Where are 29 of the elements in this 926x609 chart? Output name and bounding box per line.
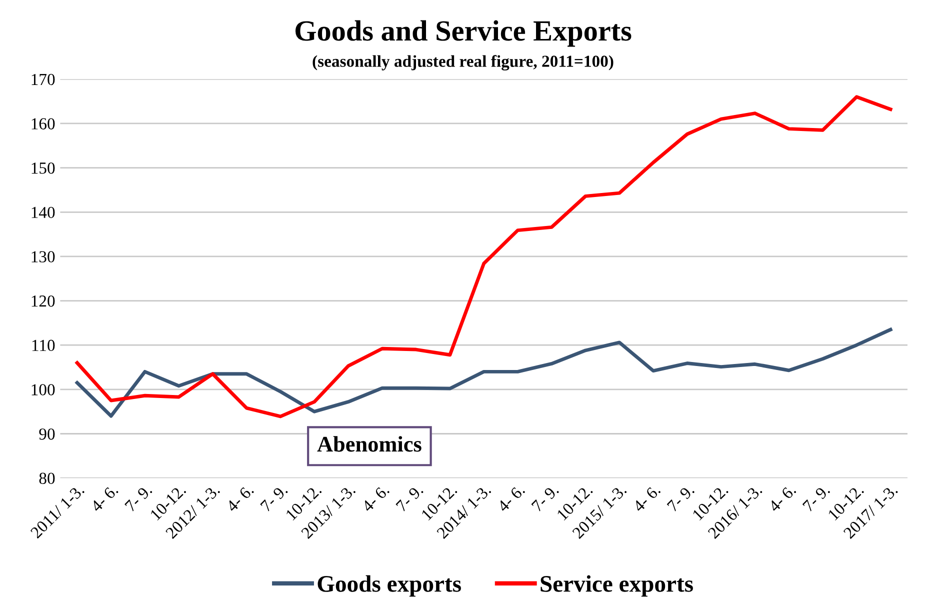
- y-tick-label: 120: [32, 295, 55, 307]
- y-tick-label: 90: [39, 428, 55, 440]
- y-tick-label: 150: [32, 162, 55, 174]
- chart-title: Goods and Service Exports: [295, 20, 632, 47]
- x-tick-label: 7- 9.: [260, 484, 288, 512]
- legend-label: Service exports: [540, 575, 693, 597]
- chart-subtitle: (seasonally adjusted real figure, 2011=100): [312, 55, 614, 70]
- line-series: [75, 95, 892, 418]
- y-tick-label: 170: [32, 74, 55, 86]
- x-tick-label: 7- 9.: [124, 484, 152, 512]
- x-tick-label: 4- 6.: [226, 484, 254, 513]
- x-tick-label: 4- 6.: [496, 484, 526, 513]
- x-tick-label: 4- 6.: [632, 484, 661, 513]
- line-series: [75, 328, 892, 418]
- annotation: Abenomics: [317, 436, 422, 452]
- y-tick-label: 100: [32, 384, 55, 396]
- x-tick-label: 7- 9.: [666, 484, 695, 512]
- y-tick-label: 130: [32, 251, 55, 262]
- x-tick-label: 7- 9.: [531, 484, 560, 512]
- y-tick-label: 110: [32, 340, 55, 352]
- y-tick-label: 80: [39, 472, 55, 484]
- x-tick-label: 7- 9.: [396, 484, 424, 512]
- x-tick-label: 4- 6.: [90, 484, 119, 513]
- x-tick-label: 7- 9.: [802, 484, 830, 512]
- legend-label: Goods exports: [318, 575, 461, 597]
- y-tick-label: 140: [32, 206, 55, 218]
- x-tick-label: 4- 6.: [768, 484, 796, 513]
- y-tick-label: 160: [32, 118, 55, 130]
- x-tick-label: 4- 6.: [361, 484, 390, 513]
